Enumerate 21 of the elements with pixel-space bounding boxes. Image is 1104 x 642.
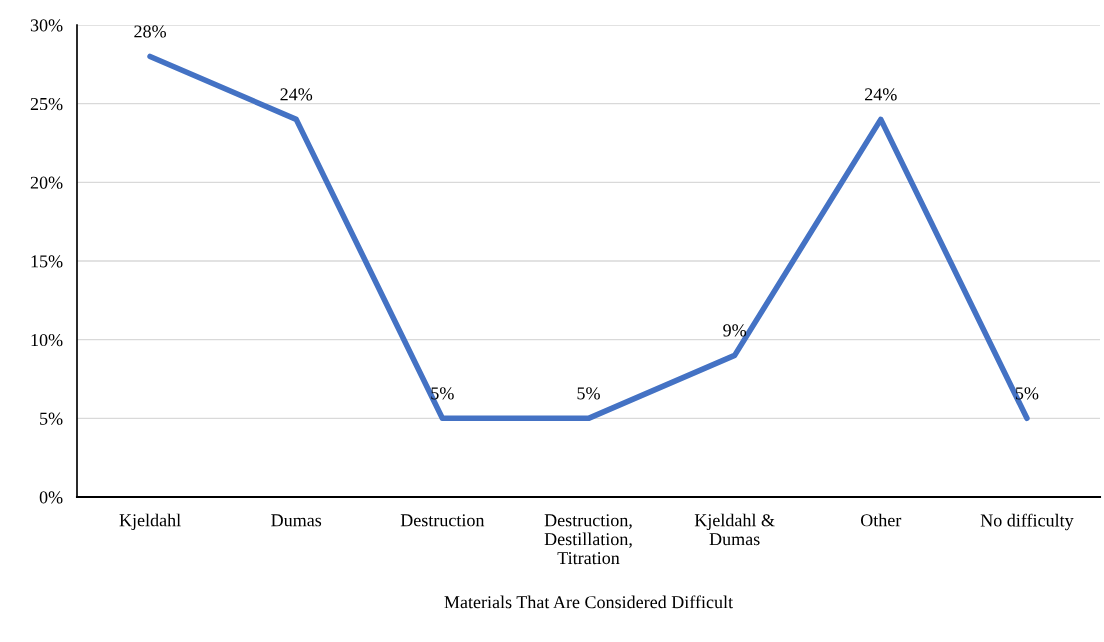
- x-tick-label: Destruction: [400, 514, 485, 527]
- data-label: 28%: [134, 25, 166, 38]
- y-tick-label: 20%: [30, 176, 63, 189]
- y-tick-label: 25%: [30, 97, 63, 111]
- x-tick-label: No difficulty: [980, 513, 1074, 531]
- y-tick-label: 10%: [31, 333, 63, 347]
- x-tick-label: Kjeldahl & Dumas: [694, 513, 775, 546]
- x-axis-title: Materials That Are Considered Difficult: [444, 595, 733, 609]
- data-label: 24%: [865, 88, 897, 101]
- x-tick-label: Dumas: [271, 514, 322, 527]
- y-tick-label: 15%: [31, 255, 63, 268]
- y-tick-label: 5%: [40, 412, 63, 425]
- x-tick-label: Kjeldahl: [119, 513, 181, 531]
- data-label: 9%: [723, 324, 747, 337]
- y-tick-label: 30%: [30, 19, 63, 32]
- y-tick-label: 0%: [39, 491, 63, 504]
- data-label: 5%: [577, 387, 600, 400]
- data-label: 24%: [280, 88, 313, 101]
- x-tick-label: Other: [860, 513, 902, 527]
- data-label: 5%: [1015, 387, 1039, 400]
- x-tick-label: Destruction, Destillation, Titration: [544, 514, 632, 565]
